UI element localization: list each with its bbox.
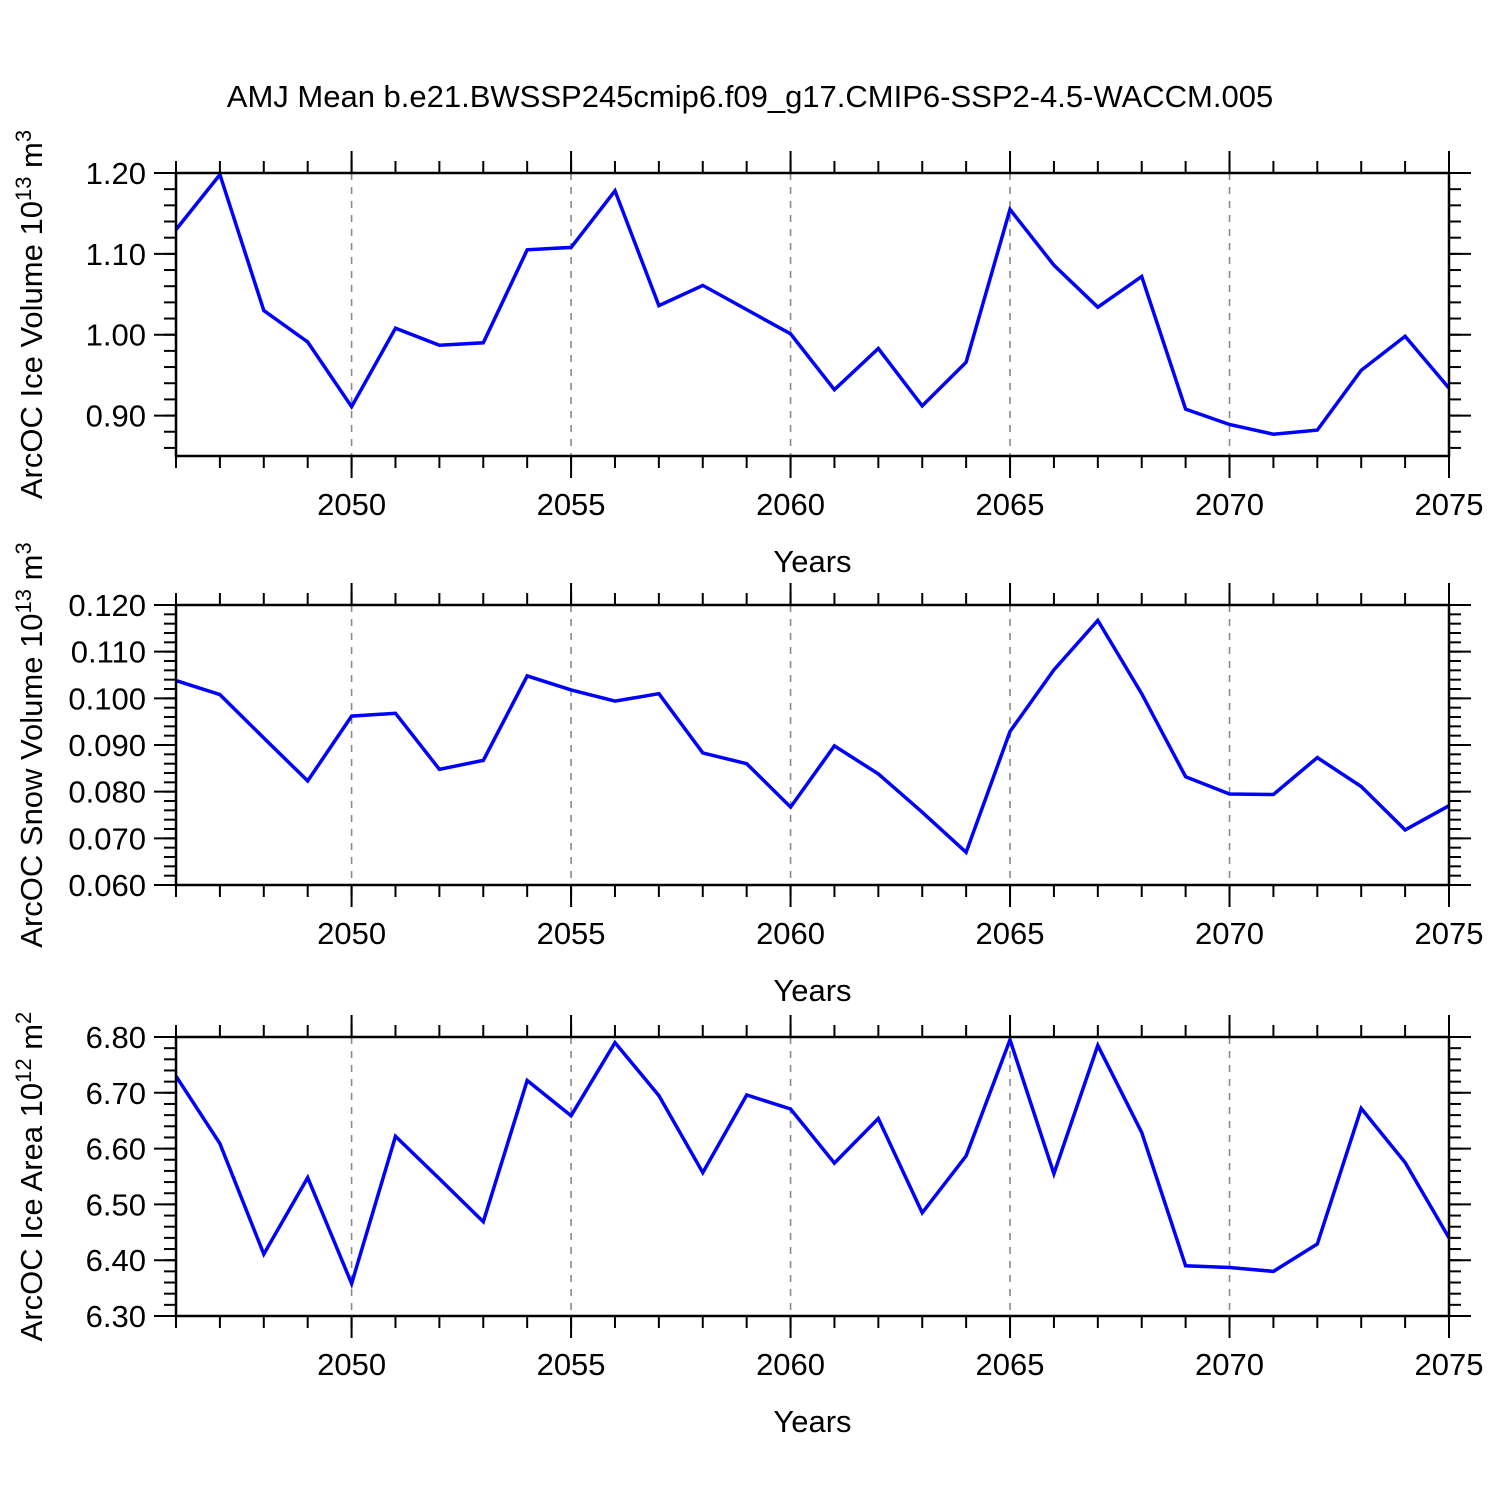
y-tick-labels: 0.90 1.00 1.10 1.20 bbox=[86, 156, 146, 434]
snow-volume-line bbox=[175, 617, 1450, 856]
y-tick-labels: 6.30 6.40 6.50 6.60 6.70 6.80 bbox=[86, 1020, 146, 1334]
ice-volume-line bbox=[174, 170, 1451, 436]
y-axis-title: ArcOC Ice Area 1012 m2 bbox=[11, 1012, 49, 1342]
x-tick-labels: 2050 2055 2060 2065 2070 2075 bbox=[317, 916, 1483, 951]
x-tick-labels: 2050 2055 2060 2065 2070 2075 bbox=[317, 1347, 1483, 1382]
x-tick-label: 2075 bbox=[1415, 916, 1484, 951]
x-tick-label: 2055 bbox=[537, 487, 606, 522]
x-tick-label: 2050 bbox=[317, 916, 386, 951]
x-tick-label: 2060 bbox=[756, 916, 825, 951]
plot-frame bbox=[174, 1035, 1451, 1318]
x-tick-label: 2070 bbox=[1195, 916, 1264, 951]
gridlines bbox=[350, 173, 1231, 456]
y-tick-label: 0.060 bbox=[68, 868, 146, 903]
x-tick-label: 2060 bbox=[756, 487, 825, 522]
x-tick-label: 2065 bbox=[976, 1347, 1045, 1382]
x-tick-labels: 2050 2055 2060 2065 2070 2075 bbox=[317, 487, 1483, 522]
x-tick-label: 2075 bbox=[1415, 487, 1484, 522]
y-tick-label: 0.070 bbox=[68, 821, 146, 856]
y-tick-label: 1.20 bbox=[86, 156, 146, 191]
x-tick-label: 2070 bbox=[1195, 1347, 1264, 1382]
figure-title: AMJ Mean b.e21.BWSSP245cmip6.f09_g17.CMI… bbox=[227, 79, 1273, 114]
y-tick-label: 0.110 bbox=[71, 635, 146, 670]
ice-area-line bbox=[174, 1034, 1451, 1289]
gridlines bbox=[350, 605, 1231, 885]
y-tick-label: 0.090 bbox=[68, 728, 146, 763]
y-tick-label: 6.80 bbox=[86, 1020, 146, 1055]
x-tick-label: 2070 bbox=[1195, 487, 1264, 522]
x-tick-label: 2065 bbox=[976, 916, 1045, 951]
y-tick-label: 6.40 bbox=[86, 1243, 146, 1278]
y-tick-label: 6.60 bbox=[86, 1132, 146, 1167]
x-axis-title: Years bbox=[773, 1404, 851, 1439]
y-tick-label: 6.70 bbox=[86, 1076, 146, 1111]
x-axis-title: Years bbox=[773, 973, 851, 1008]
y-tick-label: 0.080 bbox=[68, 775, 146, 810]
y-tick-label: 0.100 bbox=[68, 681, 146, 716]
x-tick-label: 2050 bbox=[317, 487, 386, 522]
y-tick-label: 0.120 bbox=[68, 588, 146, 623]
axis-ticks bbox=[154, 583, 1471, 907]
x-tick-label: 2055 bbox=[537, 916, 606, 951]
x-axis-title: Years bbox=[773, 544, 851, 579]
ice-volume-chart: 0.90 1.00 1.10 1.20 2050 2055 2060 2065 2070 2075… bbox=[11, 130, 1483, 579]
ice-area-chart: 6.30 6.40 6.50 6.60 6.70 6.80 2050 2055 2060 2065… bbox=[11, 1012, 1483, 1439]
x-tick-label: 2075 bbox=[1415, 1347, 1484, 1382]
y-tick-label: 6.30 bbox=[86, 1299, 146, 1334]
plot-frame bbox=[174, 171, 1451, 458]
plot-frame bbox=[174, 603, 1451, 887]
y-tick-label: 6.50 bbox=[86, 1187, 146, 1222]
y-axis-title: ArcOC Snow Volume 1013 m3 bbox=[11, 542, 49, 947]
x-tick-label: 2050 bbox=[317, 1347, 386, 1382]
x-tick-label: 2060 bbox=[756, 1347, 825, 1382]
y-tick-label: 1.00 bbox=[86, 318, 146, 353]
x-tick-label: 2055 bbox=[537, 1347, 606, 1382]
y-tick-label: 0.90 bbox=[86, 399, 146, 434]
axis-ticks bbox=[154, 151, 1471, 478]
axis-ticks bbox=[154, 1015, 1471, 1338]
gridlines bbox=[350, 1037, 1231, 1316]
x-tick-label: 2065 bbox=[976, 487, 1045, 522]
y-tick-label: 1.10 bbox=[86, 237, 146, 272]
y-tick-labels: 0.060 0.070 0.080 0.090 0.100 0.110 0.120 bbox=[68, 588, 146, 903]
y-axis-title: ArcOC Ice Volume 1013 m3 bbox=[11, 130, 49, 499]
